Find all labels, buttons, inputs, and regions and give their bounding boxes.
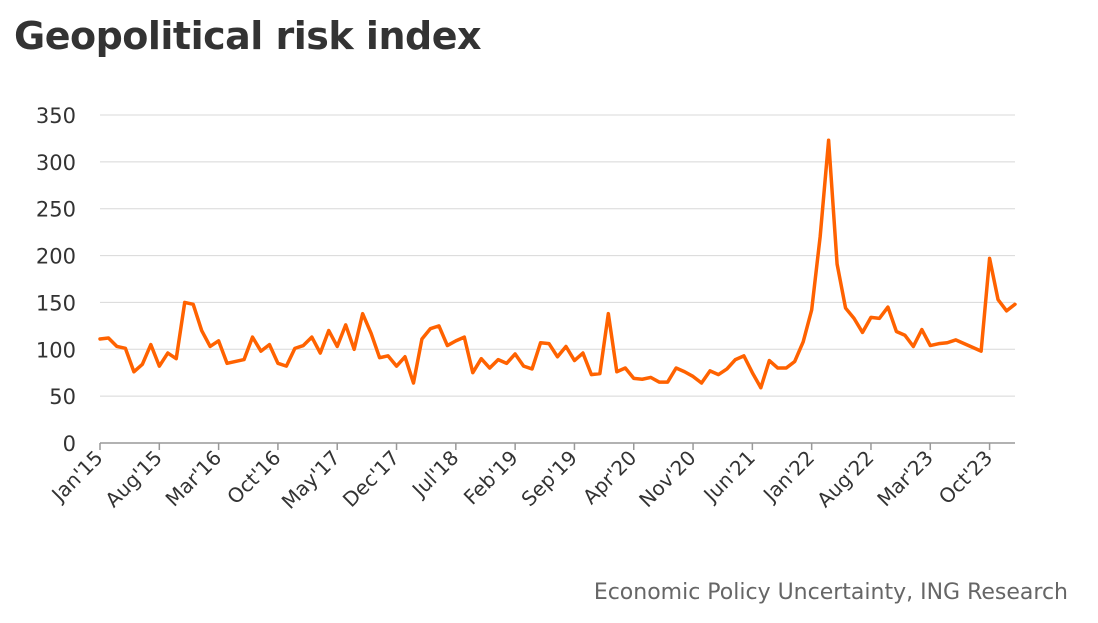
x-tick-label: Jan'22 (757, 446, 819, 508)
series-line (98, 138, 1017, 390)
x-tick-label: Oct'23 (934, 446, 997, 509)
x-tick-label: May'17 (277, 446, 345, 514)
x-tick-label: Aug'22 (812, 446, 878, 512)
y-tick-label: 50 (49, 385, 76, 409)
x-tick-label: Apr'20 (578, 446, 641, 509)
x-tick-label: Nov'20 (634, 446, 700, 512)
y-tick-label: 350 (36, 104, 76, 128)
y-tick-label: 150 (36, 291, 76, 315)
series-layer (98, 138, 1017, 390)
x-tick-label: Sep'19 (516, 446, 582, 512)
x-tick-label: Mar'16 (161, 446, 227, 512)
y-tick-label: 200 (36, 245, 76, 269)
y-tick-label: 100 (36, 338, 76, 362)
x-tick-label: Jul'18 (406, 446, 463, 503)
source-note: Economic Policy Uncertainty, ING Researc… (593, 580, 1068, 605)
y-tick-label: 0 (63, 432, 76, 456)
x-tick-label: Feb'19 (459, 446, 523, 510)
x-tick-label: Jan'15 (45, 446, 107, 508)
x-tick-label: Mar'23 (872, 446, 938, 512)
x-tick-label: Dec'17 (338, 446, 404, 512)
y-tick-label: 250 (36, 198, 76, 222)
x-tick-label: Aug'15 (100, 446, 166, 512)
y-tick-label: 300 (36, 151, 76, 175)
x-tick-label: Oct'16 (222, 446, 285, 509)
x-tick-label: Jun'21 (698, 446, 760, 508)
x-axis (99, 442, 1015, 450)
chart-title: Geopolitical risk index (14, 14, 482, 58)
gridlines (100, 114, 1015, 397)
y-axis-ticks: 0 50 100 150 200 250 300 350 (36, 104, 76, 456)
